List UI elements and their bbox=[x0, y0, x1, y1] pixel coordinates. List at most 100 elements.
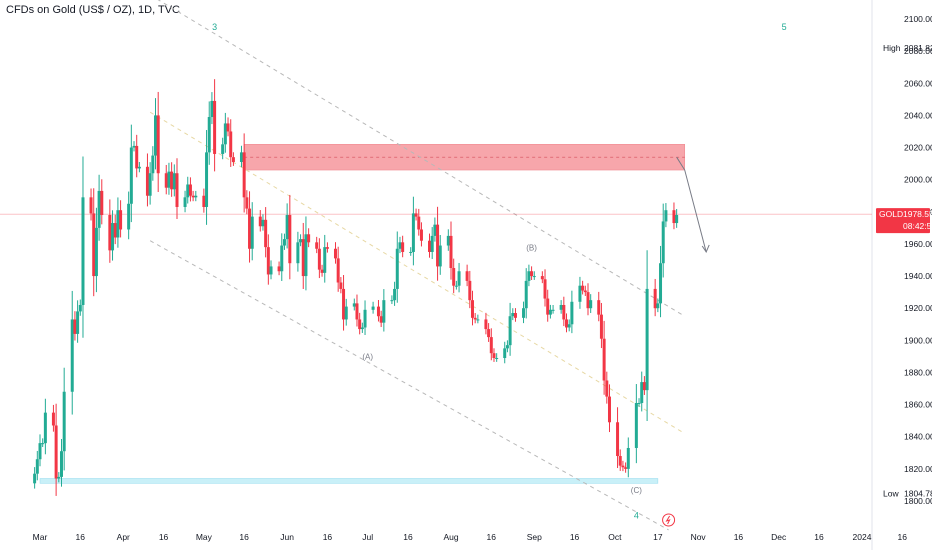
x-tick-label: Sep bbox=[527, 532, 542, 542]
candle-body bbox=[487, 329, 491, 338]
candle-body bbox=[108, 215, 112, 251]
candle-body bbox=[511, 313, 515, 317]
y-tick-label: 1840.00 bbox=[904, 432, 932, 442]
candle-body bbox=[113, 223, 117, 238]
candle-body bbox=[280, 245, 284, 272]
candle-body bbox=[382, 300, 386, 323]
y-tick-label: 1940.00 bbox=[904, 271, 932, 281]
candle-body bbox=[570, 301, 574, 325]
candle-body bbox=[672, 210, 676, 224]
candle-body bbox=[250, 216, 254, 249]
candle-body bbox=[465, 271, 469, 281]
candle-body bbox=[266, 247, 270, 275]
candle-body bbox=[530, 271, 534, 277]
candle-body bbox=[207, 117, 211, 153]
candle-body bbox=[409, 251, 413, 253]
candle-body bbox=[151, 155, 155, 174]
candle-body bbox=[269, 266, 273, 275]
low-value: 1804.78 bbox=[904, 488, 932, 498]
candle-body bbox=[258, 216, 262, 227]
candle-body bbox=[656, 303, 660, 309]
price-tag-bg bbox=[876, 208, 930, 234]
candle-body bbox=[175, 173, 179, 207]
candle-body bbox=[446, 235, 450, 246]
candle-body bbox=[156, 115, 160, 174]
candle-body bbox=[89, 197, 93, 214]
x-tick-label: Dec bbox=[771, 532, 787, 542]
candle-body bbox=[57, 476, 61, 479]
x-tick-label: 16 bbox=[403, 532, 413, 542]
candle-body bbox=[484, 319, 488, 330]
candle-body bbox=[315, 242, 319, 249]
candle-body bbox=[653, 288, 657, 309]
lightning-icon-glyph bbox=[665, 515, 671, 525]
x-tick-label: 16 bbox=[76, 532, 86, 542]
candle-body bbox=[428, 240, 432, 252]
candle-body bbox=[62, 391, 66, 452]
candle-body bbox=[94, 227, 98, 277]
candle-body bbox=[562, 304, 566, 320]
candle-body bbox=[129, 147, 133, 204]
candle-body bbox=[675, 215, 679, 224]
candle-body bbox=[73, 319, 77, 334]
candle-body bbox=[344, 306, 348, 320]
candle-body bbox=[559, 304, 563, 310]
candle-body bbox=[288, 215, 292, 264]
candle-body bbox=[551, 309, 555, 311]
candle-body bbox=[626, 447, 630, 469]
candle-body bbox=[621, 465, 625, 468]
candle-body bbox=[527, 271, 531, 281]
x-tick-label: Mar bbox=[33, 532, 48, 542]
candle-body bbox=[565, 319, 569, 328]
x-tick-label: Jun bbox=[280, 532, 294, 542]
candle-body bbox=[599, 314, 603, 339]
candle-body bbox=[285, 215, 289, 240]
y-tick-label: 2060.00 bbox=[904, 78, 932, 88]
y-tick-label: 1800.00 bbox=[904, 496, 932, 506]
candle-body bbox=[92, 213, 96, 277]
candle-body bbox=[395, 248, 399, 289]
candle-body bbox=[513, 313, 517, 318]
candle-body bbox=[470, 300, 474, 318]
candle-body bbox=[363, 309, 367, 328]
candle-body bbox=[393, 288, 397, 301]
candle-body bbox=[43, 412, 47, 444]
x-tick-label: 2024 bbox=[853, 532, 872, 542]
candle-body bbox=[239, 152, 243, 162]
candle-body bbox=[411, 213, 415, 252]
x-tick-label: 16 bbox=[570, 532, 580, 542]
candle-body bbox=[642, 382, 646, 391]
y-tick-label: 1920.00 bbox=[904, 303, 932, 313]
x-tick-label: Nov bbox=[691, 532, 707, 542]
candle-body bbox=[524, 280, 528, 309]
candle-body bbox=[430, 235, 434, 252]
candle-body bbox=[301, 239, 305, 277]
wave-label: 5 bbox=[782, 22, 787, 32]
candle-body bbox=[226, 123, 230, 132]
candle-body bbox=[637, 402, 641, 404]
candle-body bbox=[54, 425, 58, 479]
candle-body bbox=[414, 213, 418, 217]
candle-body bbox=[167, 171, 171, 188]
candle-body bbox=[358, 319, 362, 330]
candle-body bbox=[597, 300, 601, 315]
high-value: 2081.82 bbox=[904, 43, 932, 53]
price-tag-countdown: 08:42:57 bbox=[903, 221, 932, 231]
candle-body bbox=[35, 459, 39, 474]
candle-body bbox=[145, 166, 149, 196]
candle-body bbox=[548, 309, 552, 315]
candle-body bbox=[634, 402, 638, 448]
x-tick-label: 16 bbox=[239, 532, 249, 542]
candle-body bbox=[188, 184, 192, 196]
candle-body bbox=[132, 145, 136, 148]
candle-body bbox=[245, 197, 249, 209]
candle-body bbox=[76, 311, 80, 334]
candle-body bbox=[333, 248, 337, 259]
candle-body bbox=[221, 144, 225, 154]
candle-body bbox=[605, 380, 609, 397]
candle-body bbox=[194, 195, 198, 198]
x-tick-label: Jul bbox=[362, 532, 373, 542]
candle-body bbox=[229, 131, 233, 158]
candle-body bbox=[476, 319, 480, 321]
